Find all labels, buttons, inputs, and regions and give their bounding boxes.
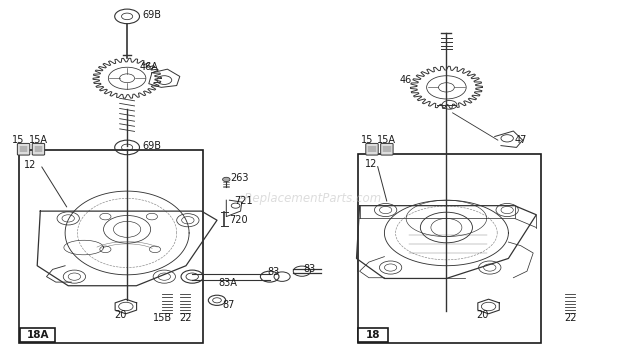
Text: 46A: 46A [140, 62, 158, 72]
FancyBboxPatch shape [381, 143, 393, 155]
Text: 15: 15 [361, 135, 373, 145]
Text: 69B: 69B [143, 141, 162, 151]
Text: 15B: 15B [153, 313, 172, 323]
Text: 47: 47 [515, 135, 527, 145]
Circle shape [223, 177, 230, 182]
Text: 15: 15 [12, 135, 25, 145]
Text: 83: 83 [304, 264, 316, 274]
Text: 22: 22 [564, 313, 577, 323]
Text: 18: 18 [366, 330, 381, 340]
Text: 20: 20 [115, 310, 127, 320]
FancyBboxPatch shape [358, 328, 388, 342]
Text: eReplacementParts.com: eReplacementParts.com [238, 192, 382, 205]
Text: 46: 46 [400, 75, 412, 85]
Text: 20: 20 [476, 310, 489, 320]
Text: 15A: 15A [29, 135, 48, 145]
Text: 87: 87 [222, 300, 234, 310]
Text: 69B: 69B [143, 9, 162, 20]
Text: 12: 12 [24, 159, 36, 170]
Text: 83: 83 [268, 267, 280, 277]
Text: 83A: 83A [218, 278, 237, 288]
FancyBboxPatch shape [366, 143, 378, 155]
Text: 720: 720 [229, 215, 248, 225]
Text: 18A: 18A [27, 330, 49, 340]
FancyBboxPatch shape [20, 328, 55, 342]
FancyBboxPatch shape [32, 143, 45, 155]
Text: 721: 721 [234, 196, 253, 206]
Text: 263: 263 [231, 173, 249, 183]
Text: 12: 12 [365, 159, 377, 169]
Text: 22: 22 [180, 313, 192, 323]
FancyBboxPatch shape [358, 154, 541, 343]
FancyBboxPatch shape [19, 150, 203, 343]
FancyBboxPatch shape [17, 143, 30, 155]
Text: 15A: 15A [377, 135, 396, 145]
